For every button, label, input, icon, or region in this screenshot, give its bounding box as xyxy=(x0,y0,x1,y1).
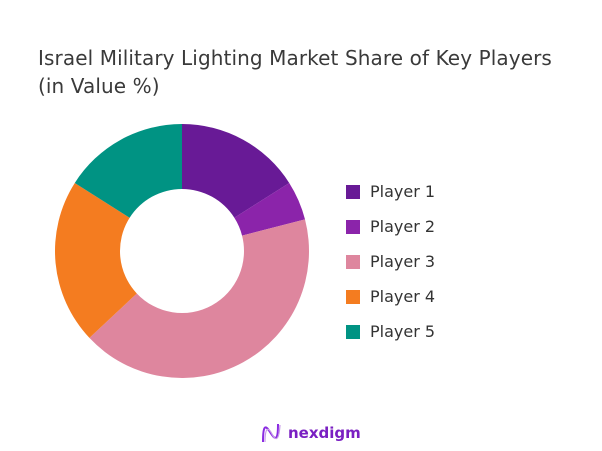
legend-item-player-2: Player 2 xyxy=(346,209,435,244)
nexdigm-logo: nexdigm xyxy=(260,422,361,444)
slice-player-2 xyxy=(234,182,306,236)
legend-item-player-5: Player 5 xyxy=(346,314,435,349)
legend-swatch xyxy=(346,219,360,234)
legend-label: Player 2 xyxy=(370,217,436,236)
slice-player-4 xyxy=(55,182,137,338)
legend-swatch xyxy=(346,184,360,199)
legend-item-player-4: Player 4 xyxy=(346,279,435,314)
legend-item-player-3: Player 3 xyxy=(346,244,435,279)
legend-swatch xyxy=(346,289,360,304)
legend: Player 1 Player 2 Player 3 Player 4 Play… xyxy=(346,174,435,349)
slice-player-1 xyxy=(182,124,290,218)
logo-text: nexdigm xyxy=(288,424,361,442)
legend-swatch xyxy=(346,324,360,339)
legend-label: Player 1 xyxy=(370,182,436,201)
title-line-1: Israel Military Lighting Market Share of… xyxy=(38,46,552,70)
chart-title: Israel Military Lighting Market Share of… xyxy=(38,44,552,100)
slice-player-5 xyxy=(74,124,182,218)
legend-item-player-1: Player 1 xyxy=(346,174,435,209)
legend-label: Player 3 xyxy=(370,252,436,271)
logo-wave-icon xyxy=(262,423,281,443)
legend-label: Player 4 xyxy=(370,287,436,306)
legend-swatch xyxy=(346,254,360,269)
slice-player-3 xyxy=(89,219,309,378)
legend-label: Player 5 xyxy=(370,322,436,341)
title-line-2: (in Value %) xyxy=(38,74,160,98)
